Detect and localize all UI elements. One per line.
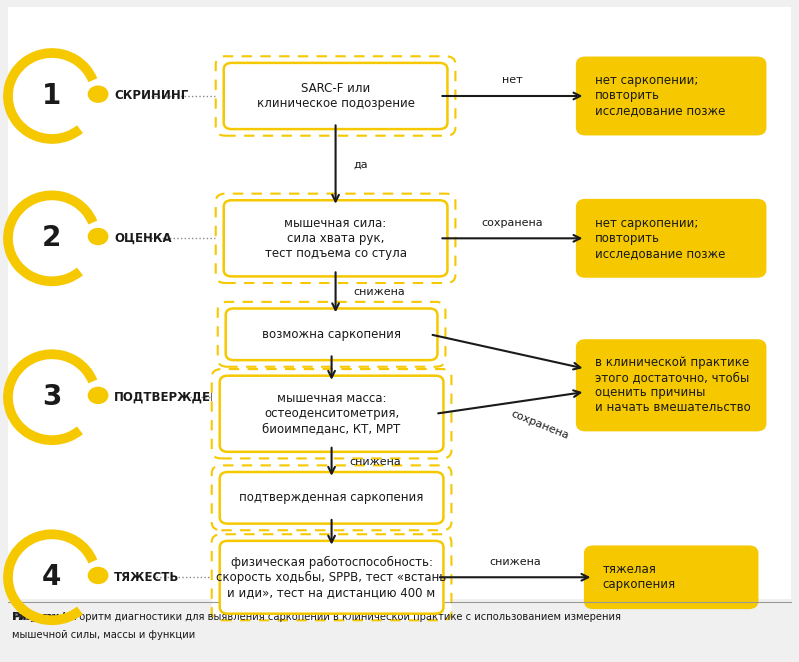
Text: 4: 4 [42, 563, 62, 591]
Circle shape [89, 387, 108, 403]
Text: ПОДТВЕРЖДЕНИЕ: ПОДТВЕРЖДЕНИЕ [114, 391, 239, 404]
FancyBboxPatch shape [224, 63, 447, 129]
Text: физическая работоспособность:
скорость ходьбы, SPPB, тест «встань
и иди», тест н: физическая работоспособность: скорость х… [217, 555, 447, 599]
Text: подтвержденная саркопения: подтвержденная саркопения [240, 491, 423, 504]
FancyBboxPatch shape [216, 194, 455, 283]
FancyBboxPatch shape [212, 465, 451, 530]
Text: 1: 1 [42, 82, 62, 110]
Text: мышечная сила:
сила хвата рук,
тест подъема со стула: мышечная сила: сила хвата рук, тест подъ… [264, 217, 407, 260]
Text: в клинической практике
этого достаточно, чтобы
оценить причины
и начать вмешател: в клинической практике этого достаточно,… [594, 356, 750, 414]
Text: снижена: снижена [353, 287, 405, 297]
Circle shape [89, 86, 108, 102]
Text: мышечной силы, массы и функции: мышечной силы, массы и функции [12, 630, 195, 640]
FancyBboxPatch shape [225, 308, 438, 360]
Text: ТЯЖЕСТЬ: ТЯЖЕСТЬ [114, 571, 180, 584]
FancyBboxPatch shape [212, 534, 451, 620]
FancyBboxPatch shape [212, 369, 451, 459]
FancyBboxPatch shape [220, 541, 443, 614]
Text: нет: нет [502, 75, 523, 85]
FancyBboxPatch shape [577, 58, 765, 134]
Text: 2: 2 [42, 224, 62, 252]
Circle shape [89, 228, 108, 244]
FancyBboxPatch shape [577, 201, 765, 277]
Text: снижена: снижена [349, 457, 401, 467]
Text: нет саркопении;
повторить
исследование позже: нет саркопении; повторить исследование п… [594, 75, 725, 117]
Text: возможна саркопения: возможна саркопения [262, 328, 401, 341]
Text: Рисунок. Алгоритм диагностики для выявления саркопении в клинической практике с : Рисунок. Алгоритм диагностики для выявле… [12, 612, 621, 622]
Text: снижена: снижена [489, 557, 541, 567]
FancyBboxPatch shape [217, 302, 446, 367]
FancyBboxPatch shape [8, 7, 791, 599]
FancyBboxPatch shape [220, 376, 443, 452]
Text: да: да [353, 160, 368, 169]
Text: Рисунок.: Рисунок. [12, 612, 63, 622]
Text: сохранена: сохранена [510, 409, 570, 441]
FancyBboxPatch shape [577, 341, 765, 430]
FancyBboxPatch shape [220, 472, 443, 524]
Text: ОЦЕНКА: ОЦЕНКА [114, 232, 172, 245]
Circle shape [89, 567, 108, 583]
Text: тяжелая
саркопения: тяжелая саркопения [603, 563, 676, 591]
Text: СКРИНИНГ: СКРИНИНГ [114, 89, 189, 103]
Text: SARC-F или
клиническое подозрение: SARC-F или клиническое подозрение [256, 82, 415, 110]
Text: 3: 3 [42, 383, 62, 411]
Text: нет саркопении;
повторить
исследование позже: нет саркопении; повторить исследование п… [594, 217, 725, 260]
FancyBboxPatch shape [585, 547, 757, 608]
Text: мышечная масса:
остеоденситометрия,
биоимпеданс, КТ, МРТ: мышечная масса: остеоденситометрия, биои… [262, 393, 401, 435]
Text: сохранена: сохранена [482, 218, 543, 228]
FancyBboxPatch shape [224, 201, 447, 277]
FancyBboxPatch shape [216, 56, 455, 136]
